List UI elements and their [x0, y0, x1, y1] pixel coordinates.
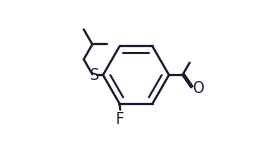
Text: F: F [116, 112, 124, 127]
Text: S: S [90, 68, 100, 82]
Text: O: O [192, 81, 203, 96]
